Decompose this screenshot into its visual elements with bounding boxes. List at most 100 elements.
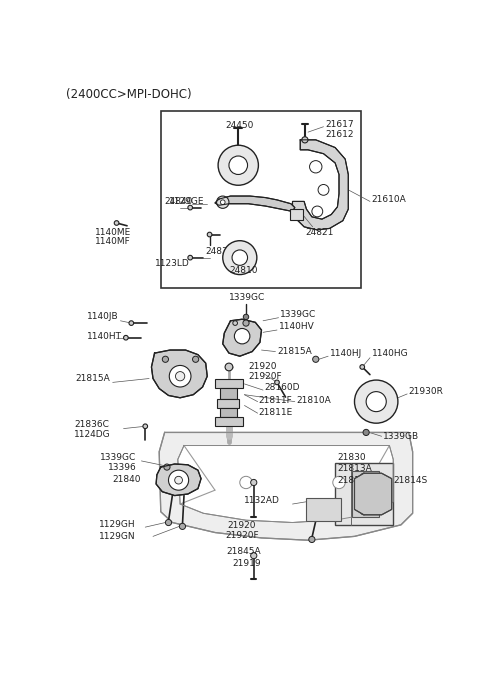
Text: 1140MF: 1140MF (95, 237, 131, 246)
Circle shape (275, 380, 279, 384)
Circle shape (207, 233, 212, 237)
Bar (220, 408, 237, 417)
Text: 1339GB: 1339GB (383, 432, 420, 440)
Circle shape (169, 365, 191, 387)
Text: 21920: 21920 (248, 363, 277, 371)
Text: 1339GC: 1339GC (280, 310, 316, 319)
Polygon shape (178, 445, 393, 523)
Polygon shape (223, 319, 262, 356)
Bar (215, 417, 243, 426)
Bar (161, 111, 360, 289)
Text: 1140HT: 1140HT (87, 332, 122, 341)
Text: 21610A: 21610A (372, 195, 406, 204)
Bar (335, 463, 393, 525)
Text: 21815A: 21815A (277, 347, 312, 356)
Circle shape (123, 335, 128, 340)
Circle shape (175, 476, 182, 484)
Text: 1140JB: 1140JB (87, 313, 119, 321)
Circle shape (366, 392, 386, 412)
Bar (215, 378, 243, 388)
Circle shape (114, 221, 119, 225)
Polygon shape (152, 350, 207, 398)
Text: 1132AD: 1132AD (244, 497, 280, 505)
Polygon shape (355, 473, 392, 515)
Text: 21814S: 21814S (337, 477, 372, 486)
Circle shape (302, 137, 308, 143)
Circle shape (251, 479, 257, 486)
Circle shape (129, 321, 133, 326)
Text: 1129GE: 1129GE (168, 197, 204, 206)
Circle shape (143, 424, 147, 429)
Text: 21920F: 21920F (226, 531, 260, 540)
Circle shape (192, 356, 199, 363)
Polygon shape (156, 464, 201, 496)
Circle shape (223, 241, 257, 274)
Circle shape (176, 371, 185, 381)
Circle shape (309, 536, 315, 542)
Circle shape (220, 200, 225, 205)
Polygon shape (215, 196, 295, 211)
Text: 21612: 21612 (325, 130, 354, 139)
Text: 1339GC: 1339GC (229, 293, 265, 302)
Bar (217, 399, 239, 408)
Circle shape (360, 365, 365, 369)
Circle shape (164, 464, 170, 470)
Text: 21836C: 21836C (74, 420, 109, 430)
Text: 1339GC: 1339GC (100, 453, 136, 462)
Text: 21815A: 21815A (75, 374, 110, 383)
Circle shape (243, 314, 249, 319)
Text: 1129GH: 1129GH (99, 520, 135, 529)
Polygon shape (159, 432, 413, 540)
Text: 1123LD: 1123LD (155, 259, 189, 268)
Circle shape (162, 356, 168, 363)
Bar (220, 388, 237, 399)
Text: 1124DG: 1124DG (74, 430, 110, 439)
Circle shape (312, 356, 319, 363)
Circle shape (188, 255, 192, 260)
Circle shape (333, 476, 345, 488)
Text: (2400CC>MPI-DOHC): (2400CC>MPI-DOHC) (66, 88, 192, 101)
Circle shape (355, 380, 398, 423)
Circle shape (233, 321, 238, 326)
Circle shape (318, 185, 329, 195)
Text: 1129GN: 1129GN (99, 532, 135, 541)
Circle shape (229, 156, 248, 174)
Text: 21920F: 21920F (248, 371, 282, 381)
Circle shape (166, 519, 172, 525)
Text: 21920: 21920 (228, 521, 256, 530)
Polygon shape (292, 140, 348, 230)
Text: 21814S: 21814S (393, 477, 428, 486)
Text: 1140HJ: 1140HJ (330, 349, 362, 358)
Circle shape (360, 509, 367, 515)
Text: 13396: 13396 (108, 462, 137, 471)
Circle shape (216, 196, 229, 209)
Circle shape (168, 470, 189, 490)
Circle shape (240, 476, 252, 488)
Text: 21845A: 21845A (227, 547, 261, 556)
Text: 21811E: 21811E (258, 408, 293, 417)
Text: 21617: 21617 (325, 120, 354, 129)
Text: 21930R: 21930R (409, 387, 444, 396)
Text: 21813A: 21813A (337, 464, 372, 473)
Text: 21811F: 21811F (258, 395, 292, 405)
Text: 24821: 24821 (305, 228, 333, 237)
Circle shape (363, 430, 369, 436)
Circle shape (234, 328, 250, 344)
Text: 1140ME: 1140ME (95, 228, 131, 237)
Circle shape (310, 161, 322, 173)
Text: 1140HV: 1140HV (278, 322, 314, 332)
Bar (352, 471, 379, 517)
Text: 21830: 21830 (337, 453, 366, 462)
Text: 1140HG: 1140HG (372, 349, 408, 358)
Circle shape (225, 363, 233, 371)
Circle shape (188, 205, 192, 210)
Circle shape (251, 553, 257, 559)
Text: 21810A: 21810A (296, 395, 331, 405)
Text: 24810: 24810 (229, 266, 257, 275)
Circle shape (312, 206, 323, 217)
Circle shape (360, 473, 367, 479)
Text: 21919: 21919 (232, 559, 261, 568)
Circle shape (243, 320, 249, 326)
Text: 28160D: 28160D (264, 383, 300, 392)
Circle shape (365, 486, 381, 502)
